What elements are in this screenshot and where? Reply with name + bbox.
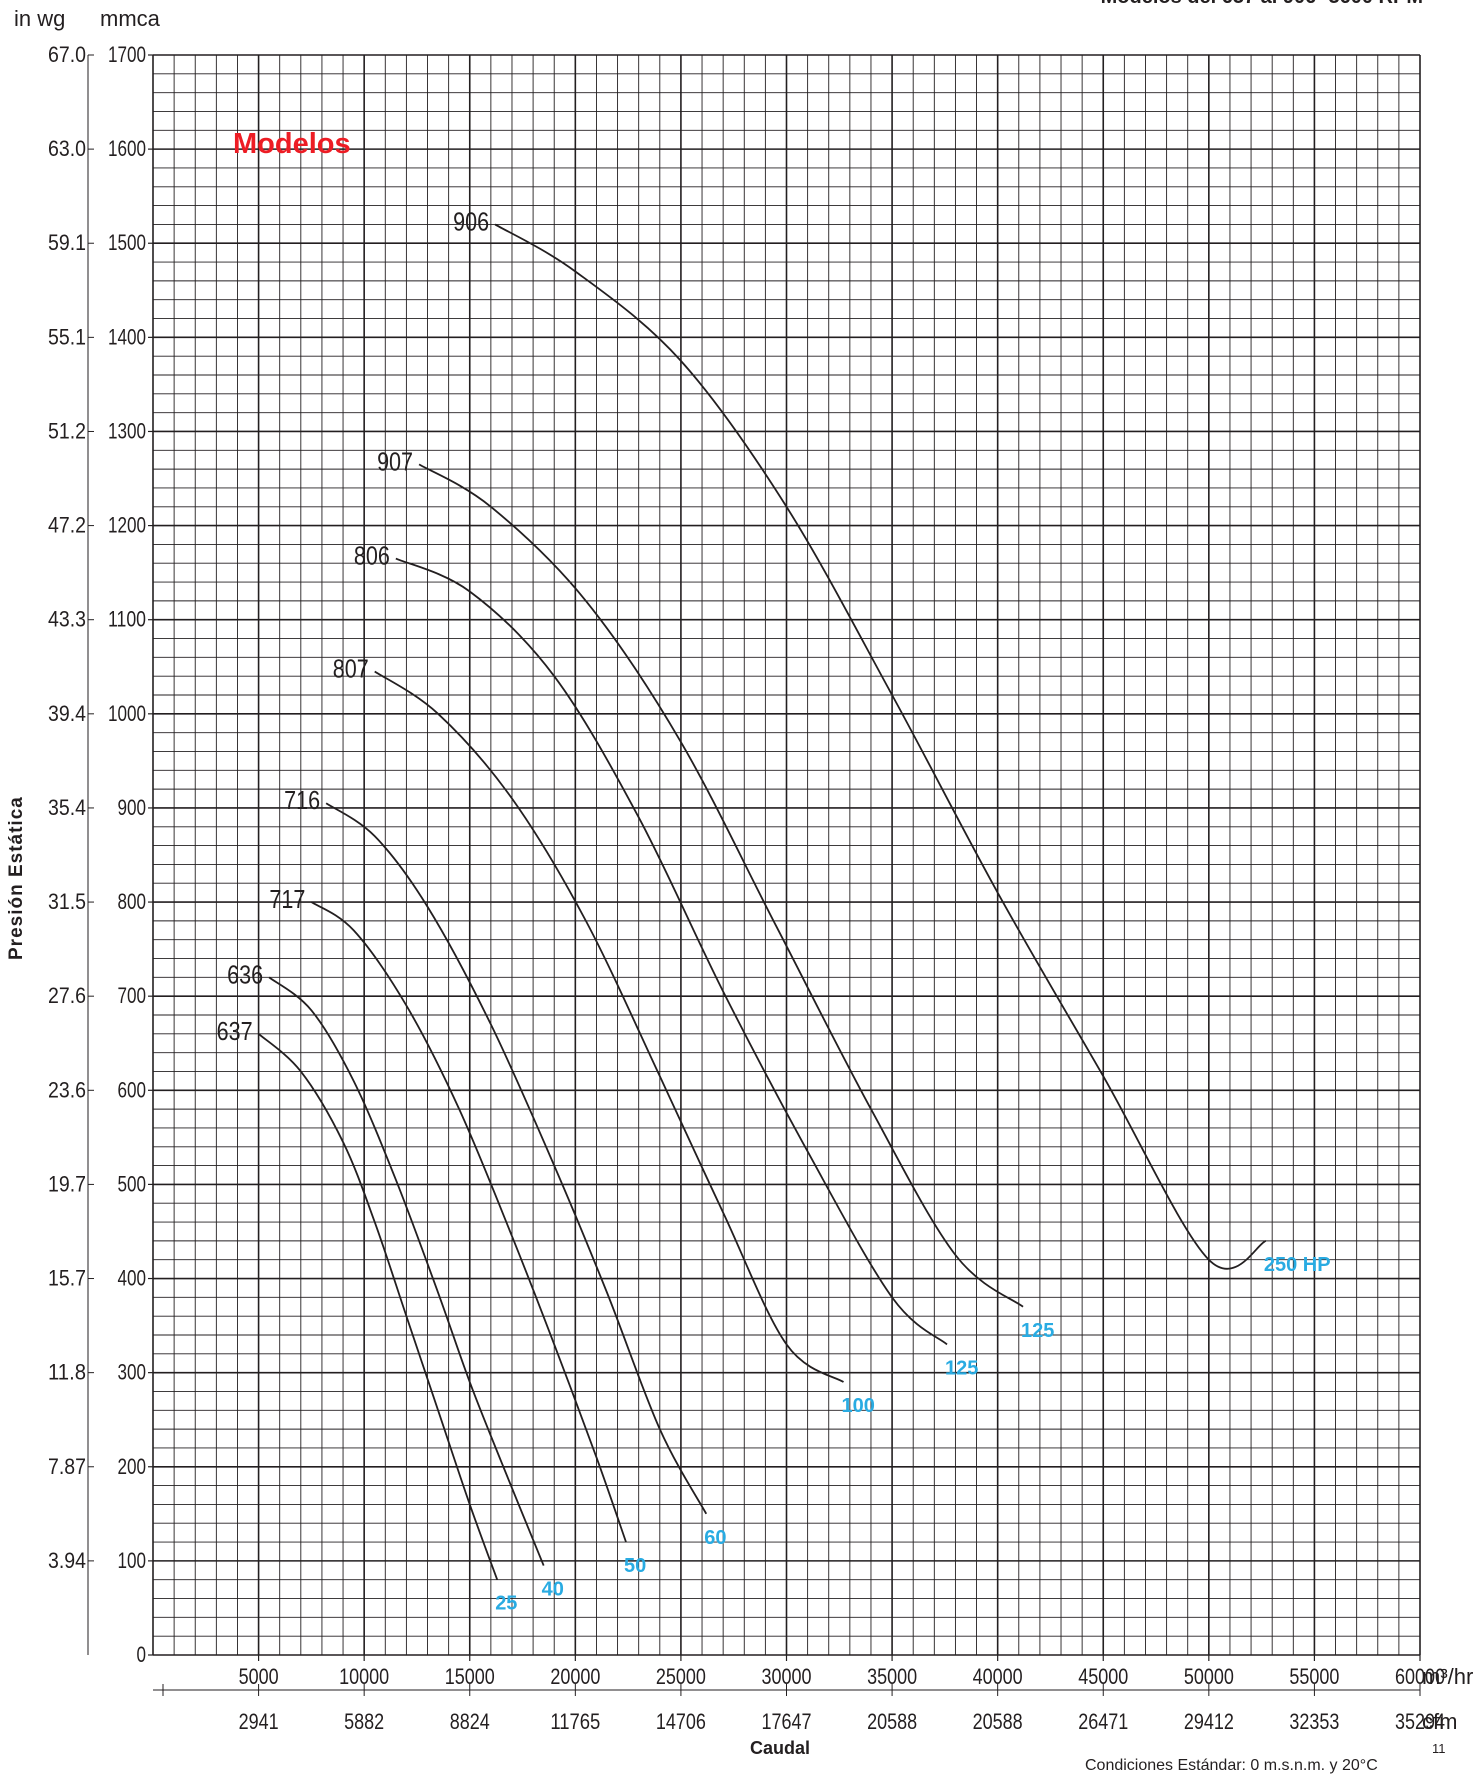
- axis-ticks: 0 100 3.94 200 7.87 300 11.8 400 15.7 500 19.7 600 2…: [48, 42, 1473, 1734]
- grid: [152, 54, 1421, 1656]
- legend-title: Modelos: [233, 128, 351, 160]
- y-tick-label-mmca: 1200: [108, 513, 146, 538]
- x-unit-label: m³/hr: [1422, 1664, 1473, 1689]
- x-tick-label-cfm: 29412: [1184, 1709, 1234, 1734]
- hp-label-907: 125: [1021, 1320, 1054, 1342]
- x-tick-label-cfm: 8824: [450, 1709, 490, 1734]
- hp-label-717: 50: [624, 1555, 646, 1577]
- y-tick-label-mmca: 400: [118, 1266, 147, 1291]
- y-tick-label-inwg: 43.3: [48, 607, 86, 632]
- x-tick-label-cfm: 2941: [239, 1709, 279, 1734]
- hp-label-807: 100: [842, 1395, 875, 1417]
- y-tick-label-mmca: 1400: [108, 324, 146, 349]
- curve-807: [374, 670, 845, 1383]
- x-tick-label-cfm: 35294: [1395, 1709, 1445, 1734]
- y-tick-label-inwg: 27.6: [48, 983, 86, 1008]
- model-label-637: 637: [217, 1016, 253, 1046]
- x-tick-label-cfm: 17647: [762, 1709, 812, 1734]
- curve-716: [325, 802, 708, 1515]
- curve-labels: 637 25 636 40 717 50 716 60 807 100 806 125 907 125 90…: [217, 206, 1331, 1614]
- y-tick-label-inwg: 11.8: [48, 1360, 86, 1385]
- model-label-717: 717: [269, 884, 305, 914]
- curve-636: [268, 976, 545, 1566]
- y-tick-label-mmca: 900: [118, 795, 147, 820]
- model-label-636: 636: [227, 959, 263, 989]
- model-label-716: 716: [284, 785, 320, 815]
- curves: [257, 223, 1267, 1581]
- x-tick-label-cfm: 26471: [1078, 1709, 1128, 1734]
- y-axis-label-wrap: Presión Estática: [2, 796, 32, 960]
- y-tick-label-inwg: 23.6: [48, 1077, 86, 1102]
- cfm-unit-label: cfm: [1422, 1709, 1457, 1734]
- y-tick-label-inwg: 31.5: [48, 889, 86, 914]
- x-tick-label-cfm: 5882: [344, 1709, 384, 1734]
- hp-label-806: 125: [945, 1357, 978, 1379]
- curve-907: [418, 463, 1024, 1308]
- x-tick-label-cfm: 32353: [1289, 1709, 1339, 1734]
- y-tick-label-mmca: 100: [118, 1548, 147, 1573]
- y-tick-label-mmca: 1700: [108, 42, 146, 67]
- curve-637: [257, 1033, 499, 1581]
- y-axis-label: Presión Estática: [6, 796, 27, 960]
- x-tick-label-cfm: 20588: [867, 1709, 917, 1734]
- y-tick-label-mmca: 1000: [108, 701, 146, 726]
- model-label-906: 906: [453, 206, 489, 236]
- y-tick-label-inwg: 67.0: [48, 42, 86, 67]
- inwg-unit-label: in wg: [14, 6, 66, 31]
- page-number: 11: [1432, 1741, 1446, 1756]
- x-axis-label: Caudal: [749, 1738, 810, 1758]
- model-label-907: 907: [377, 446, 413, 476]
- y-tick-label-inwg: 19.7: [48, 1171, 86, 1196]
- y-tick-label-mmca: 1300: [108, 418, 146, 443]
- y-tick-label-inwg: 63.0: [48, 136, 86, 161]
- model-label-806: 806: [354, 541, 390, 571]
- x-tick-label-cfm: 11765: [550, 1709, 600, 1734]
- model-label-807: 807: [333, 653, 369, 683]
- x-tick-label-cfm: 14706: [656, 1709, 706, 1734]
- hp-label-637: 25: [495, 1593, 517, 1615]
- y-tick-label-mmca: 500: [118, 1171, 147, 1196]
- y-tick-label-inwg: 47.2: [48, 513, 86, 538]
- y-tick-label-mmca: 0: [137, 1642, 147, 1667]
- hp-label-636: 40: [542, 1579, 564, 1601]
- y-tick-label-inwg: 3.94: [48, 1548, 86, 1573]
- curve-717: [310, 901, 627, 1543]
- y-tick-label-inwg: 59.1: [48, 230, 86, 255]
- y-tick-label-inwg: 35.4: [48, 795, 86, 820]
- y-tick-label-mmca: 1600: [108, 136, 146, 161]
- y-tick-label-mmca: 1500: [108, 230, 146, 255]
- y-tick-label-inwg: 7.87: [48, 1454, 86, 1479]
- y-tick-label-mmca: 200: [118, 1454, 147, 1479]
- hp-label-716: 60: [704, 1527, 726, 1549]
- hp-label-906: 250 HP: [1264, 1254, 1331, 1276]
- footnote: Condiciones Estándar: 0 m.s.n.m. y 20°C: [1085, 1757, 1378, 1774]
- y-tick-label-mmca: 600: [118, 1077, 147, 1102]
- y-tick-label-inwg: 51.2: [48, 418, 86, 443]
- y-tick-label-mmca: 300: [118, 1360, 147, 1385]
- x-tick-label-cfm: 20588: [973, 1709, 1023, 1734]
- y-tick-label-mmca: 800: [118, 889, 147, 914]
- y-tick-label-mmca: 1100: [108, 607, 146, 632]
- curve-806: [395, 557, 948, 1346]
- y-tick-label-inwg: 15.7: [48, 1266, 86, 1291]
- y-tick-label-inwg: 39.4: [48, 701, 86, 726]
- curve-906: [494, 223, 1267, 1270]
- y-tick-label-mmca: 700: [118, 983, 147, 1008]
- y-tick-label-inwg: 55.1: [48, 324, 86, 349]
- mmca-unit-label: mmca: [100, 6, 160, 31]
